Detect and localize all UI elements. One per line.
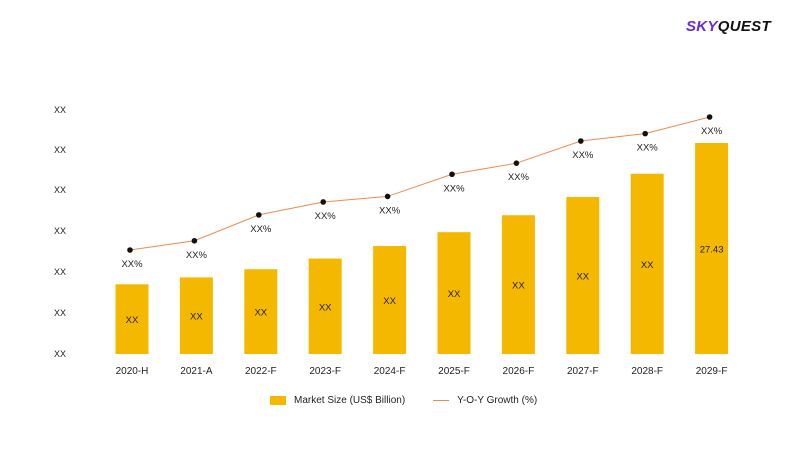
bar-label-2026-F: XX [512, 281, 525, 292]
legend-bar-swatch [270, 396, 286, 405]
bar-label-2025-F: XX [448, 289, 461, 300]
legend-label-market-size: Market Size (US$ Billion) [294, 395, 406, 406]
growth-label-2029-F: XX% [701, 126, 723, 137]
x-tick-label: 2024-F [374, 366, 406, 377]
bar-label-2029-F: 27.43 [700, 245, 724, 256]
bar-label-2022-F: XX [254, 308, 267, 319]
y-axis-ticks: XX XX XX XX XX XX XX [54, 105, 66, 359]
legend-label-growth: Y-O-Y Growth (%) [457, 395, 538, 406]
growth-label-2026-F: XX% [508, 172, 530, 183]
x-tick-label: 2025-F [438, 366, 470, 377]
growth-label-2021-A: XX% [186, 250, 208, 261]
growth-marker-2028-F [642, 130, 648, 137]
x-tick-label: 2027-F [567, 366, 599, 377]
growth-line-path [129, 116, 710, 251]
logo-part-quest: QUEST [717, 18, 771, 35]
bar-label-2020-H: XX [126, 315, 139, 326]
growth-marker-2020-H [127, 247, 133, 253]
growth-label-2025-F: XX% [443, 183, 465, 194]
bar-label-2027-F: XX [576, 272, 589, 283]
growth-label-2028-F: XX% [637, 143, 659, 154]
x-tick-label: 2028-F [631, 366, 663, 377]
bar-labels: XX XX XX XX XX XX XX XX XX 27.43 [126, 245, 724, 327]
y-tick-label: XX [54, 349, 66, 359]
growth-label-2024-F: XX% [379, 205, 401, 216]
y-tick-label: XX [54, 105, 66, 115]
y-tick-label: XX [54, 185, 66, 195]
bar-2026-F [501, 215, 535, 354]
bar-label-2021-A: XX [190, 312, 203, 323]
bars [115, 143, 729, 354]
bar-2029-F [695, 143, 729, 354]
bar-2025-F [437, 232, 471, 354]
bar-2021-A [179, 277, 213, 354]
growth-marker-2029-F [706, 114, 713, 120]
legend-line-swatch [433, 400, 450, 401]
x-axis-ticks: 2020-H 2021-A 2022-F 2023-F 2024-F 2025-F 2026… [116, 366, 728, 377]
growth-marker-2022-F [255, 212, 262, 218]
y-tick-label: XX [54, 145, 66, 155]
growth-marker-2021-A [191, 237, 198, 244]
bar-2020-H [115, 284, 149, 354]
y-tick-label: XX [54, 267, 66, 277]
bar-label-2023-F: XX [319, 302, 332, 313]
growth-marker-2025-F [449, 171, 455, 178]
growth-marker-2026-F [513, 160, 520, 166]
growth-labels: XX% XX% XX% XX% XX% XX% XX% XX% XX% XX% [121, 126, 722, 270]
x-tick-label: 2023-F [309, 366, 341, 377]
legend: Market Size (US$ Billion) Y-O-Y Growth (… [270, 395, 537, 406]
x-tick-label: 2026-F [503, 366, 535, 377]
y-tick-label: XX [54, 226, 66, 236]
skyquest-logo: SKYQUEST [686, 18, 771, 35]
x-tick-label: 2029-F [696, 366, 728, 377]
growth-label-2022-F: XX% [250, 224, 272, 235]
growth-line [127, 114, 713, 253]
growth-label-2023-F: XX% [315, 211, 337, 222]
bar-2023-F [308, 258, 342, 354]
x-tick-label: 2020-H [116, 366, 149, 377]
growth-label-2027-F: XX% [572, 150, 594, 161]
legend-item-market-size: Market Size (US$ Billion) [270, 395, 405, 406]
logo-part-sky: SKY [686, 18, 718, 35]
growth-label-2020-H: XX% [121, 259, 143, 270]
y-tick-label: XX [54, 308, 66, 318]
bar-2022-F [244, 269, 278, 354]
bar-2024-F [373, 245, 407, 354]
growth-marker-2024-F [384, 193, 391, 200]
bar-label-2028-F: XX [641, 260, 654, 271]
bar-2027-F [566, 197, 600, 354]
growth-marker-2027-F [578, 138, 584, 144]
growth-marker-2023-F [320, 199, 327, 205]
bar-label-2024-F: XX [383, 296, 396, 307]
x-tick-label: 2022-F [245, 366, 277, 377]
x-tick-label: 2021-A [180, 366, 213, 377]
bar-2028-F [630, 173, 664, 354]
legend-item-growth: Y-O-Y Growth (%) [433, 395, 537, 406]
